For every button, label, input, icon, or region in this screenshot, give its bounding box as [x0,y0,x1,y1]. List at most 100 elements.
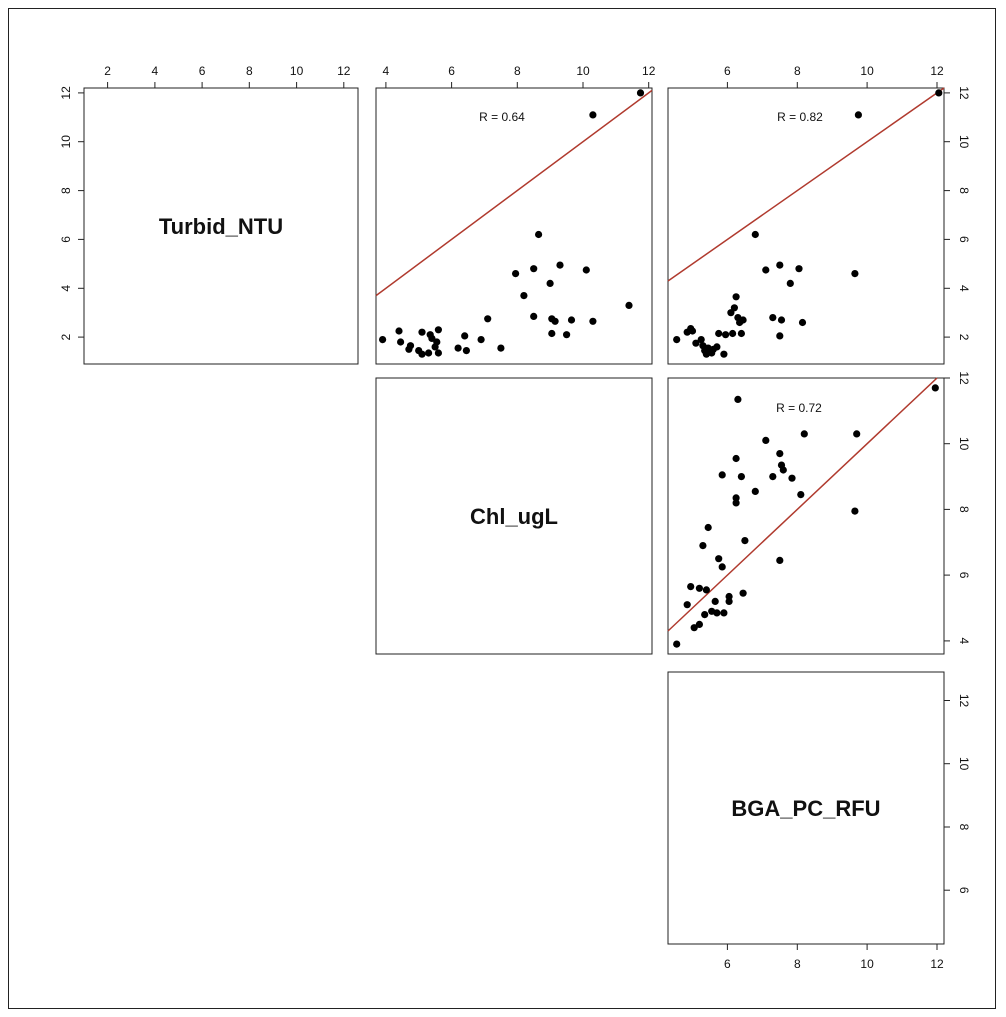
tick-label: 8 [957,187,971,194]
data-point [776,332,784,340]
data-point [718,563,726,571]
tick-label: 2 [59,333,73,340]
data-point [695,620,704,629]
data-point [762,266,770,274]
data-point [718,471,726,479]
tick-label: 10 [860,64,874,78]
identity-line [667,377,938,632]
tick-label: 8 [794,957,801,971]
data-point [720,609,728,617]
data-point [729,329,737,338]
data-point [702,586,711,594]
tick-label: 8 [957,506,971,513]
data-point [722,331,730,339]
data-point [520,292,528,300]
data-point [418,328,426,336]
data-point [406,342,415,350]
tick-label: 6 [448,64,455,78]
data-point [418,350,426,358]
data-point [741,537,749,545]
tick-label: 10 [860,957,874,971]
data-point [379,336,387,344]
data-point [454,344,462,352]
data-point [776,556,784,565]
tick-label: 12 [337,64,351,78]
data-point [395,327,403,335]
data-point [853,430,861,438]
data-point [673,640,681,648]
data-point [751,487,759,495]
data-point [730,304,739,312]
data-point [935,89,943,97]
tick-label: 6 [957,887,971,894]
diag-label-turbid: Turbid_NTU [159,214,283,239]
data-point [425,349,433,357]
data-point [711,597,719,606]
tick-label: 4 [957,638,971,645]
tick-label: 12 [930,64,944,78]
data-point [484,315,492,323]
data-point [769,473,777,481]
data-point [434,349,442,357]
data-point [535,230,543,239]
tick-label: 8 [514,64,521,78]
data-point [673,336,681,344]
data-point [739,589,747,597]
data-point [567,316,576,324]
data-point [732,499,740,507]
data-point [461,332,469,340]
panel-chl-vs-turbid [375,87,653,365]
tick-label: 4 [383,64,390,78]
data-point [699,542,707,550]
data-point [732,494,740,502]
data-point [797,491,805,499]
r-label-chl-turbid: R = 0.64 [479,110,525,124]
data-point [779,466,787,474]
data-point [732,293,740,301]
data-point [854,111,863,119]
data-point [732,454,740,463]
tick-label: 6 [724,64,731,78]
data-point [798,318,807,327]
data-point [551,317,559,325]
data-point [739,316,747,324]
data-point [692,339,700,347]
data-point [556,261,564,269]
tick-label: 12 [957,694,971,708]
data-point [851,270,859,278]
r-label-bga-chl: R = 0.72 [776,401,822,415]
identity-line [375,89,653,297]
tick-label: 8 [794,64,801,78]
tick-label: 10 [576,64,590,78]
data-point [636,89,645,97]
data-point [701,611,709,619]
panel-bga-vs-turbid [667,87,945,365]
data-point [737,329,746,338]
tick-label: 8 [246,64,253,78]
data-point [725,597,733,606]
tick-label: 8 [59,187,73,194]
data-point [546,279,554,287]
tick-label: 6 [957,572,971,579]
tick-label: 6 [59,236,73,243]
tick-label: 12 [957,86,971,100]
data-point [511,270,520,278]
diag-label-chl: Chl_ugL [470,504,558,529]
figure-frame [8,8,996,1009]
data-point [683,601,691,609]
data-point [734,395,742,403]
panel-bga-diagonal [667,671,945,945]
panel-turbid-diagonal [83,87,359,365]
tick-label: 10 [957,437,971,451]
panel-chl-diagonal [375,377,653,655]
data-points [379,89,943,648]
tick-label: 12 [957,371,971,385]
tick-label: 12 [930,957,944,971]
data-point [851,507,859,515]
tick-label: 12 [642,64,656,78]
data-point [715,555,723,563]
data-point [462,347,470,355]
tick-label: 10 [957,757,971,771]
data-point [548,329,556,338]
